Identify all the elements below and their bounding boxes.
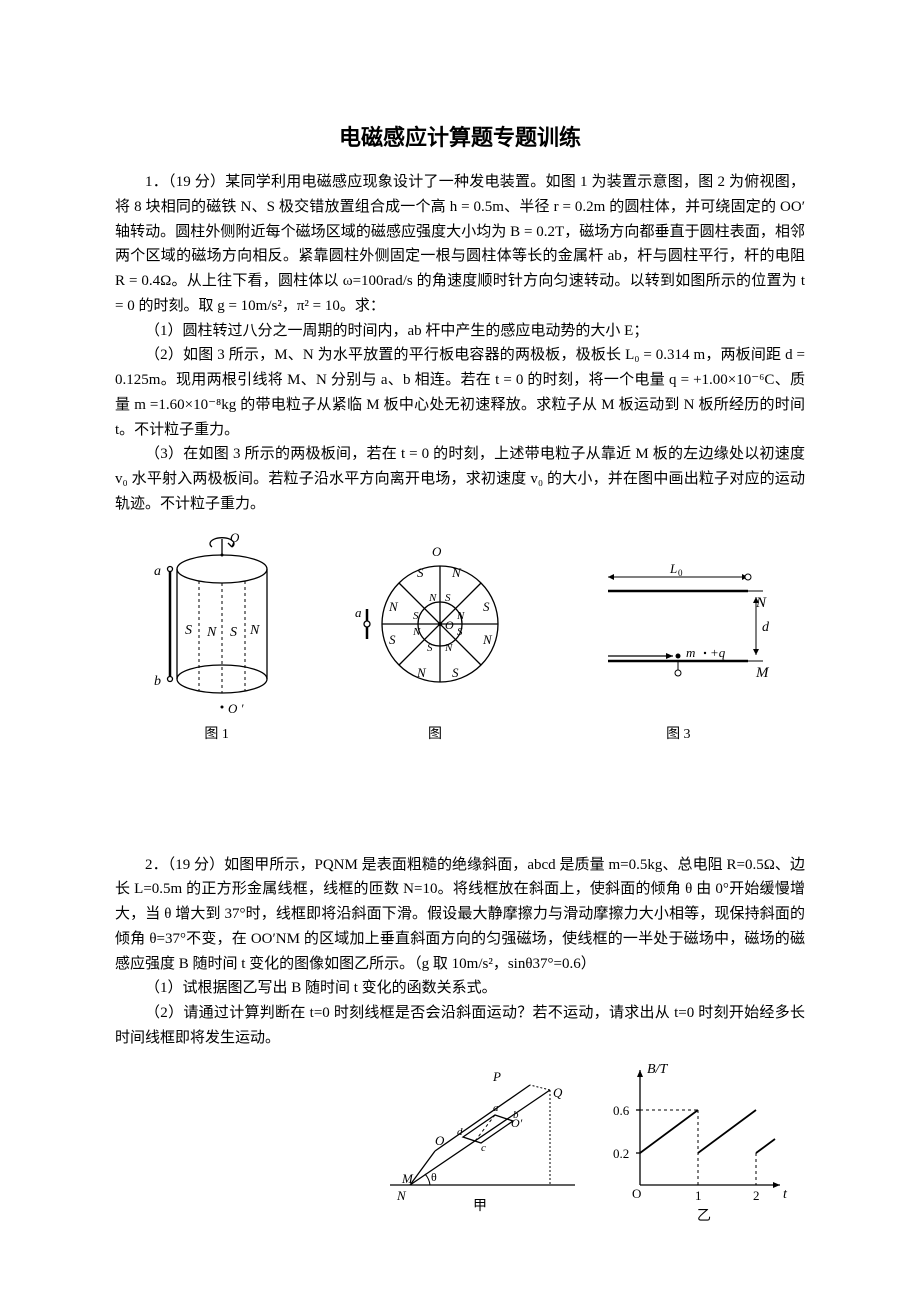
svg-text:c: c [481, 1142, 486, 1154]
svg-text:N: N [482, 632, 493, 647]
svg-text:a: a [154, 564, 161, 579]
figure-1-caption: 图 1 [142, 723, 292, 743]
figure-3-caption: 图 3 [578, 723, 778, 743]
svg-text:a: a [355, 605, 362, 620]
svg-text:N: N [444, 642, 453, 654]
svg-text:S: S [389, 632, 396, 647]
svg-text:N: N [428, 592, 437, 604]
svg-text:0.6: 0.6 [613, 1103, 630, 1118]
svg-text:N: N [206, 625, 217, 640]
svg-text:O ′: O ′ [228, 701, 244, 716]
svg-text:N: N [416, 665, 427, 680]
svg-text:N: N [412, 626, 421, 638]
svg-text:M: M [755, 665, 770, 681]
svg-text:0: 0 [678, 568, 683, 578]
q1-sub2: （2）如图 3 所示，M、N 为水平放置的平行板电容器的两极板，极板长 L₀ =… [115, 343, 805, 442]
figure-jia: P O M Q O′ N a b c d θ 甲 [375, 1055, 585, 1215]
svg-text:0.2: 0.2 [613, 1146, 629, 1161]
svg-text:d: d [457, 1126, 463, 1138]
svg-text:θ: θ [431, 1170, 437, 1184]
svg-text:+q: +q [710, 645, 726, 660]
q1-caption-row: 图 1 图 图 3 [115, 723, 805, 743]
q2-sub1: （1）试根据图乙写出 B 随时间 t 变化的函数关系式。 [115, 976, 805, 1001]
figure-yi-caption: 乙 [697, 1208, 711, 1224]
svg-text:N: N [388, 599, 399, 614]
svg-text:S: S [417, 565, 424, 580]
svg-text:B/T: B/T [647, 1062, 668, 1077]
svg-text:S: S [452, 665, 459, 680]
svg-text:N: N [451, 565, 462, 580]
svg-text:S: S [483, 599, 490, 614]
svg-text:L: L [669, 561, 677, 576]
q1-intro: 1．（19 分）某同学利用电磁感应现象设计了一种发电装置。如图 1 为装置示意图… [115, 170, 805, 319]
svg-text:S: S [427, 642, 433, 654]
svg-text:O: O [632, 1186, 641, 1201]
page-title: 电磁感应计算题专题训练 [115, 120, 805, 152]
q1-sub1: （1）圆柱转过八分之一周期的时间内，ab 杆中产生的感应电动势的大小 E； [115, 319, 805, 344]
svg-text:O: O [435, 1133, 445, 1148]
q1-figure-row: O a b S N S N O ′ [115, 529, 805, 719]
figure-jia-caption: 甲 [473, 1199, 487, 1214]
svg-text:O: O [230, 530, 240, 545]
svg-text:N: N [456, 610, 465, 622]
svg-text:N: N [396, 1188, 407, 1203]
figure-1: O a b S N S N O ′ [142, 529, 292, 719]
svg-text:a: a [493, 1102, 499, 1114]
svg-text:b: b [513, 1109, 519, 1121]
svg-text:S: S [445, 592, 451, 604]
figure-yi: B/T O 0.2 0.6 1 2 t 乙 [605, 1055, 795, 1225]
q1-sub3: （3）在如图 3 所示的两极板间，若在 t = 0 的时刻，上述带电粒子从靠近 … [115, 442, 805, 516]
svg-text:Q: Q [553, 1085, 563, 1100]
svg-text:m: m [686, 645, 695, 660]
q2-intro: 2．（19 分）如图甲所示，PQNM 是表面粗糙的绝缘斜面，abcd 是质量 m… [115, 853, 805, 977]
svg-text:b: b [154, 674, 161, 689]
svg-text:S: S [230, 625, 237, 640]
svg-text:O: O [445, 618, 454, 632]
figure-2: O S N S N S N S N N S N S N S N S a O [345, 539, 525, 709]
svg-text:S: S [457, 626, 463, 638]
svg-text:P: P [492, 1069, 501, 1084]
svg-text:S: S [185, 623, 192, 638]
q2-figure-row: P O M Q O′ N a b c d θ 甲 B/T O [115, 1055, 805, 1225]
svg-text:N: N [249, 623, 260, 638]
svg-text:M: M [401, 1171, 414, 1186]
svg-text:O: O [432, 544, 442, 559]
svg-text:S: S [413, 610, 419, 622]
figure-2-caption: 图 [345, 723, 525, 743]
svg-text:2: 2 [753, 1188, 760, 1203]
q2-sub2: （2）请通过计算判断在 t=0 时刻线框是否会沿斜面运动？若不运动，请求出从 t… [115, 1001, 805, 1051]
figure-3: N M L 0 d m +q [578, 549, 778, 699]
svg-text:1: 1 [695, 1188, 702, 1203]
svg-text:t: t [783, 1187, 788, 1202]
svg-text:d: d [762, 620, 770, 635]
